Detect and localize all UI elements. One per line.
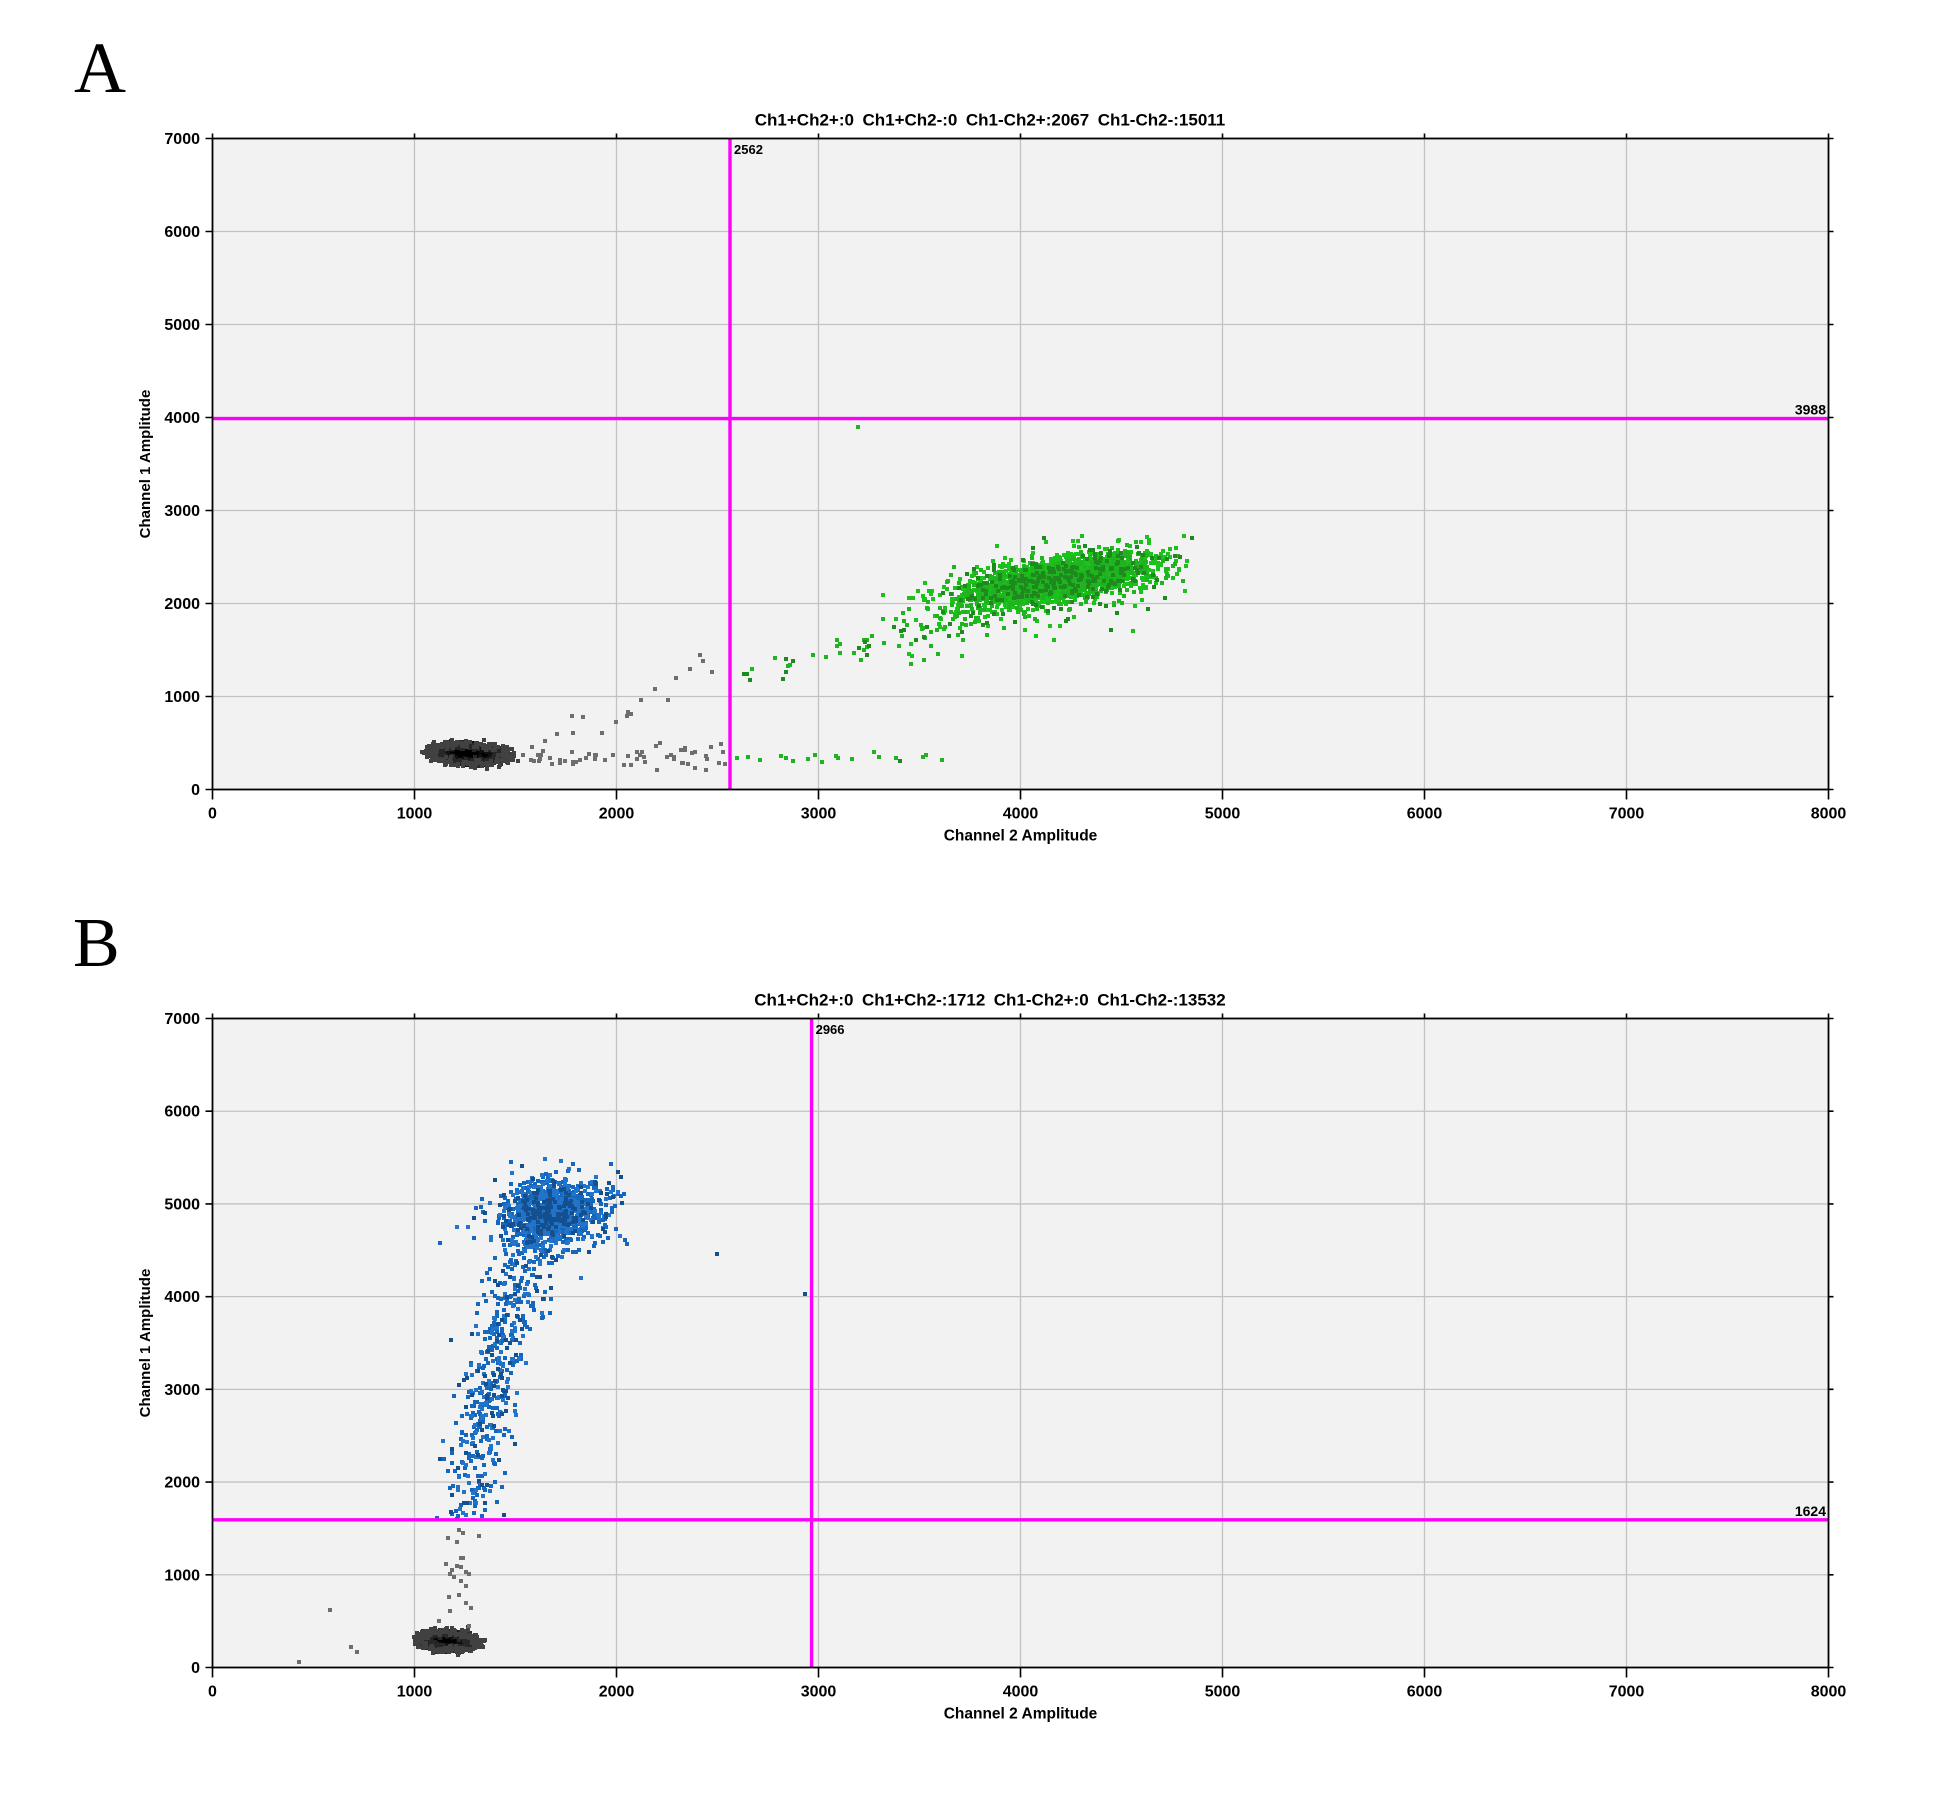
- svg-text:0: 0: [208, 1684, 217, 1701]
- svg-text:7000: 7000: [164, 131, 200, 148]
- svg-text:2966: 2966: [816, 1022, 845, 1037]
- svg-text:0: 0: [191, 782, 200, 799]
- svg-text:Ch1+Ch2+:0 Ch1+Ch2-:1712 Ch1-C: Ch1+Ch2+:0 Ch1+Ch2-:1712 Ch1-Ch2+:0 Ch1-…: [754, 991, 1225, 1010]
- svg-text:7000: 7000: [164, 1011, 200, 1028]
- svg-text:5000: 5000: [1205, 1684, 1241, 1701]
- svg-text:5000: 5000: [1205, 806, 1241, 823]
- svg-text:4000: 4000: [1003, 1684, 1039, 1701]
- svg-text:0: 0: [208, 806, 217, 823]
- svg-text:2000: 2000: [164, 596, 200, 613]
- svg-text:2000: 2000: [164, 1475, 200, 1492]
- svg-text:2000: 2000: [599, 1684, 635, 1701]
- svg-text:3000: 3000: [801, 806, 837, 823]
- svg-text:8000: 8000: [1811, 1684, 1847, 1701]
- svg-text:B: B: [73, 905, 120, 982]
- svg-text:3000: 3000: [164, 503, 200, 520]
- svg-text:0: 0: [191, 1660, 200, 1677]
- svg-text:4000: 4000: [1003, 806, 1039, 823]
- svg-text:3988: 3988: [1795, 402, 1826, 418]
- svg-text:8000: 8000: [1811, 806, 1847, 823]
- svg-text:Channel 2 Amplitude: Channel 2 Amplitude: [944, 1706, 1098, 1723]
- svg-text:1000: 1000: [397, 1684, 433, 1701]
- svg-text:Channel 2 Amplitude: Channel 2 Amplitude: [944, 828, 1098, 845]
- svg-text:Channel 1 Amplitude: Channel 1 Amplitude: [137, 390, 154, 539]
- svg-text:1000: 1000: [164, 689, 200, 706]
- svg-text:1000: 1000: [164, 1567, 200, 1584]
- svg-text:6000: 6000: [164, 1104, 200, 1121]
- svg-text:5000: 5000: [164, 1196, 200, 1213]
- svg-text:1000: 1000: [397, 806, 433, 823]
- svg-text:1624: 1624: [1795, 1503, 1826, 1519]
- svg-text:Ch1+Ch2+:0 Ch1+Ch2-:0 Ch1-Ch2+: Ch1+Ch2+:0 Ch1+Ch2-:0 Ch1-Ch2+:2067 Ch1-…: [755, 111, 1226, 130]
- svg-text:A: A: [74, 28, 126, 108]
- svg-text:4000: 4000: [164, 1289, 200, 1306]
- svg-text:6000: 6000: [164, 224, 200, 241]
- svg-text:2000: 2000: [599, 806, 635, 823]
- svg-text:7000: 7000: [1609, 806, 1645, 823]
- svg-text:3000: 3000: [801, 1684, 837, 1701]
- svg-text:7000: 7000: [1609, 1684, 1645, 1701]
- svg-text:Channel 1 Amplitude: Channel 1 Amplitude: [137, 1269, 154, 1418]
- svg-text:3000: 3000: [164, 1382, 200, 1399]
- svg-text:4000: 4000: [164, 410, 200, 427]
- svg-text:5000: 5000: [164, 317, 200, 334]
- svg-text:6000: 6000: [1407, 806, 1443, 823]
- svg-text:6000: 6000: [1407, 1684, 1443, 1701]
- svg-text:2562: 2562: [734, 142, 763, 157]
